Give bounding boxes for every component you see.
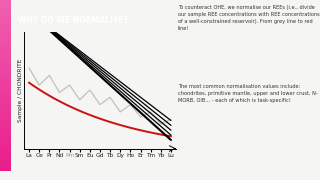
Text: WHY DO WE NORMALISE?: WHY DO WE NORMALISE?: [18, 16, 127, 25]
Text: To counteract OHE, we normalise our REEs (i.e., divide
our sample REE concentrat: To counteract OHE, we normalise our REEs…: [178, 5, 319, 31]
Y-axis label: Sample / CHONDRITE: Sample / CHONDRITE: [18, 58, 23, 122]
Text: The most common normalisation values include:
chondrites, primitive mantle, uppe: The most common normalisation values inc…: [178, 84, 317, 103]
